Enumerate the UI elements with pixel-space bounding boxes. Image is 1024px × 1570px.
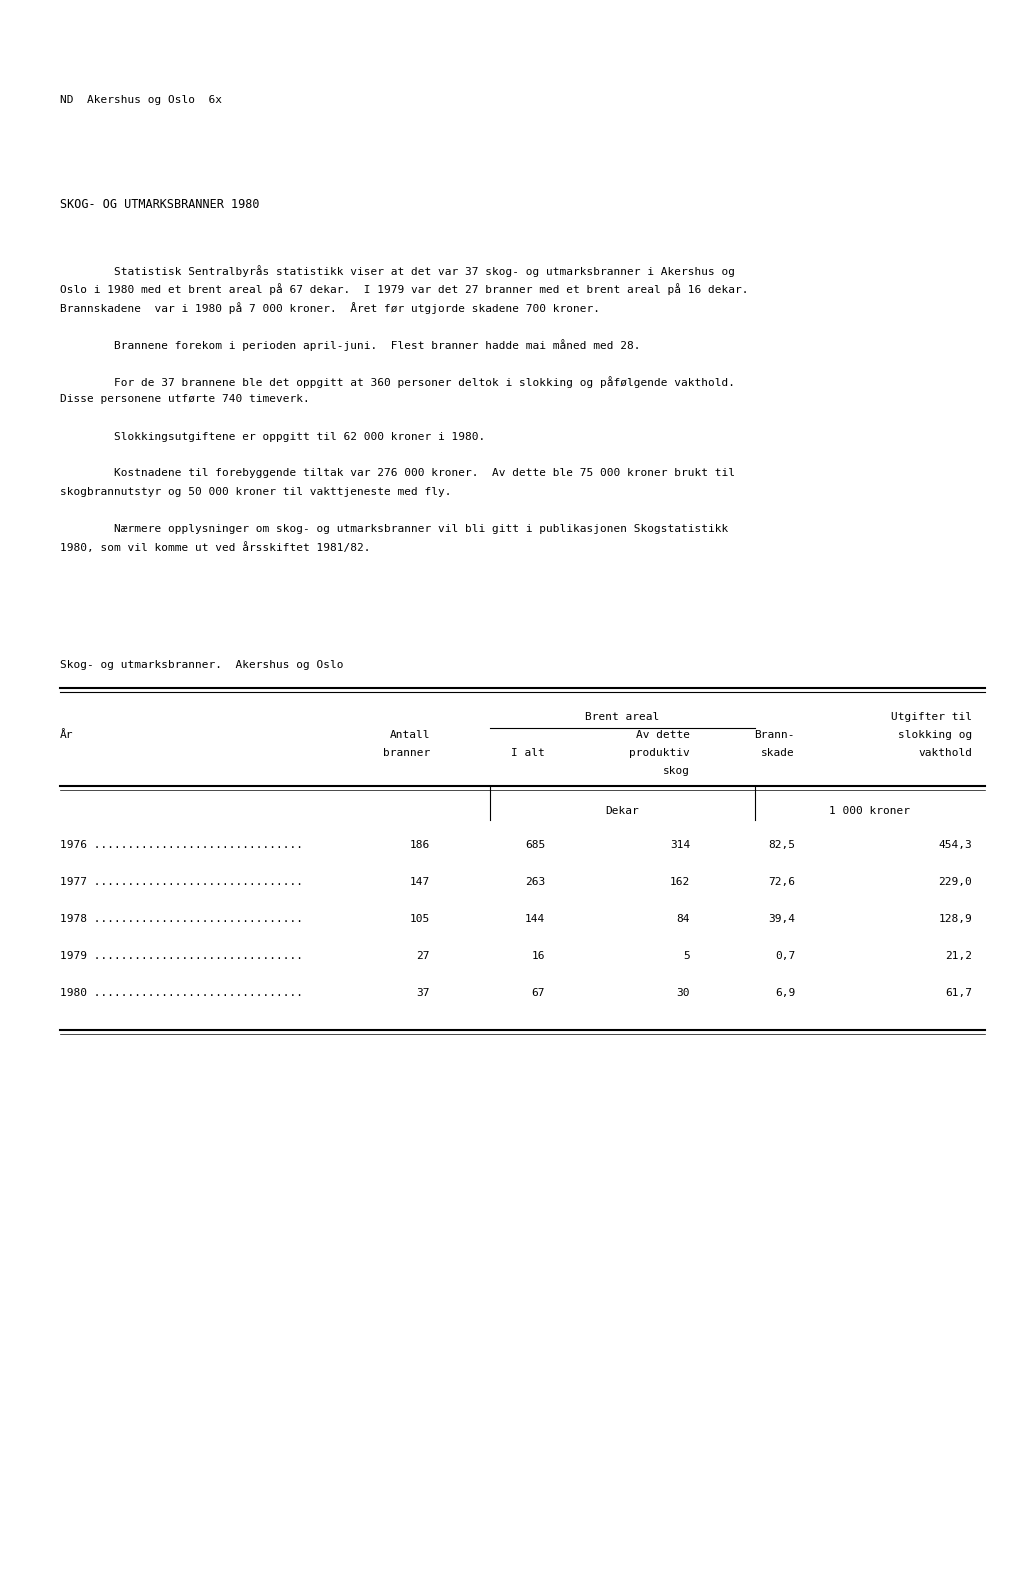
Text: 147: 147	[410, 878, 430, 887]
Text: Disse personene utførte 740 timeverk.: Disse personene utførte 740 timeverk.	[60, 394, 309, 405]
Text: 162: 162	[670, 878, 690, 887]
Text: 105: 105	[410, 914, 430, 925]
Text: 37: 37	[417, 988, 430, 999]
Text: 82,5: 82,5	[768, 840, 795, 849]
Text: 263: 263	[524, 878, 545, 887]
Text: vakthold: vakthold	[918, 747, 972, 758]
Text: 0,7: 0,7	[775, 951, 795, 961]
Text: Antall: Antall	[389, 730, 430, 739]
Text: Brannene forekom i perioden april-juni.  Flest branner hadde mai måned med 28.: Brannene forekom i perioden april-juni. …	[60, 339, 640, 352]
Text: skog: skog	[663, 766, 690, 776]
Text: Brannskadene  var i 1980 på 7 000 kroner.  Året før utgjorde skadene 700 kroner.: Brannskadene var i 1980 på 7 000 kroner.…	[60, 301, 600, 314]
Text: 685: 685	[524, 840, 545, 849]
Text: 186: 186	[410, 840, 430, 849]
Text: Av dette: Av dette	[636, 730, 690, 739]
Text: 61,7: 61,7	[945, 988, 972, 999]
Text: 1980, som vil komme ut ved årsskiftet 1981/82.: 1980, som vil komme ut ved årsskiftet 19…	[60, 543, 371, 553]
Text: 1 000 kroner: 1 000 kroner	[829, 805, 910, 816]
Text: Oslo i 1980 med et brent areal på 67 dekar.  I 1979 var det 27 branner med et br: Oslo i 1980 med et brent areal på 67 dek…	[60, 284, 749, 295]
Text: 1977 ...............................: 1977 ...............................	[60, 878, 303, 887]
Text: Utgifter til: Utgifter til	[891, 713, 972, 722]
Text: Kostnadene til forebyggende tiltak var 276 000 kroner.  Av dette ble 75 000 kron: Kostnadene til forebyggende tiltak var 2…	[60, 468, 735, 479]
Text: I alt: I alt	[511, 747, 545, 758]
Text: 144: 144	[524, 914, 545, 925]
Text: 454,3: 454,3	[938, 840, 972, 849]
Text: 30: 30	[677, 988, 690, 999]
Text: ND  Akershus og Oslo  6x: ND Akershus og Oslo 6x	[60, 96, 222, 105]
Text: 1976 ...............................: 1976 ...............................	[60, 840, 303, 849]
Text: SKOG- OG UTMARKSBRANNER 1980: SKOG- OG UTMARKSBRANNER 1980	[60, 198, 259, 210]
Text: Statistisk Sentralbyrås statistikk viser at det var 37 skog- og utmarksbranner i: Statistisk Sentralbyrås statistikk viser…	[60, 265, 735, 276]
Text: For de 37 brannene ble det oppgitt at 360 personer deltok i slokking og påfølgen: For de 37 brannene ble det oppgitt at 36…	[60, 375, 735, 388]
Text: branner: branner	[383, 747, 430, 758]
Text: 21,2: 21,2	[945, 951, 972, 961]
Text: 67: 67	[531, 988, 545, 999]
Text: 5: 5	[683, 951, 690, 961]
Text: Dekar: Dekar	[605, 805, 639, 816]
Text: 229,0: 229,0	[938, 878, 972, 887]
Text: produktiv: produktiv	[630, 747, 690, 758]
Text: 27: 27	[417, 951, 430, 961]
Text: 6,9: 6,9	[775, 988, 795, 999]
Text: 1978 ...............................: 1978 ...............................	[60, 914, 303, 925]
Text: 39,4: 39,4	[768, 914, 795, 925]
Text: År: År	[60, 730, 74, 739]
Text: 1980 ...............................: 1980 ...............................	[60, 988, 303, 999]
Text: Slokkingsutgiftene er oppgitt til 62 000 kroner i 1980.: Slokkingsutgiftene er oppgitt til 62 000…	[60, 432, 485, 441]
Text: skogbrannutstyr og 50 000 kroner til vakttjeneste med fly.: skogbrannutstyr og 50 000 kroner til vak…	[60, 487, 452, 498]
Text: 1979 ...............................: 1979 ...............................	[60, 951, 303, 961]
Text: 314: 314	[670, 840, 690, 849]
Text: Brann-: Brann-	[755, 730, 795, 739]
Text: Brent areal: Brent areal	[586, 713, 659, 722]
Text: 128,9: 128,9	[938, 914, 972, 925]
Text: slokking og: slokking og	[898, 730, 972, 739]
Text: Skog- og utmarksbranner.  Akershus og Oslo: Skog- og utmarksbranner. Akershus og Osl…	[60, 659, 343, 670]
Text: Nærmere opplysninger om skog- og utmarksbranner vil bli gitt i publikasjonen Sko: Nærmere opplysninger om skog- og utmarks…	[60, 524, 728, 534]
Text: 84: 84	[677, 914, 690, 925]
Text: 72,6: 72,6	[768, 878, 795, 887]
Text: 16: 16	[531, 951, 545, 961]
Text: skade: skade	[761, 747, 795, 758]
